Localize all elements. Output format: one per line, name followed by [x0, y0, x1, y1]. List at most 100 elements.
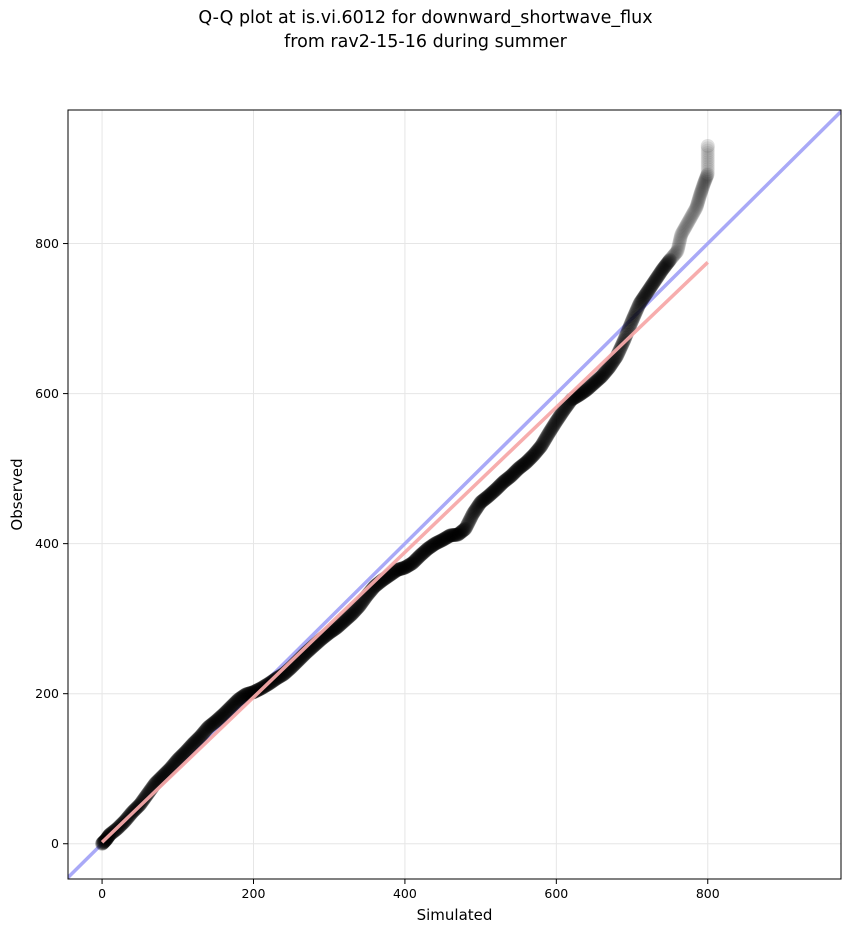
- data-point: [572, 387, 587, 402]
- data-point: [327, 622, 342, 637]
- data-point: [484, 486, 499, 501]
- data-point: [578, 383, 593, 398]
- data-point: [518, 456, 533, 471]
- data-point: [577, 384, 592, 399]
- data-point: [201, 719, 216, 734]
- data-point: [601, 361, 616, 376]
- data-point: [271, 670, 286, 685]
- data-point: [190, 732, 205, 747]
- data-point: [332, 618, 347, 633]
- grid: [68, 110, 841, 879]
- data-point: [517, 457, 532, 472]
- data-point: [549, 414, 564, 429]
- data-point: [487, 483, 502, 498]
- data-point: [209, 713, 224, 728]
- data-point: [449, 527, 464, 542]
- data-point: [515, 458, 530, 473]
- data-point: [392, 562, 407, 577]
- data-point: [654, 263, 669, 278]
- data-point: [455, 523, 470, 538]
- data-point: [471, 499, 486, 514]
- data-point: [692, 190, 707, 205]
- data-point: [505, 467, 520, 482]
- plot-frame: [67, 109, 842, 880]
- data-point: [575, 385, 590, 400]
- data-point: [394, 561, 409, 576]
- data-point: [227, 696, 242, 711]
- data-point: [350, 600, 365, 615]
- data-point: [546, 419, 561, 434]
- data-point: [405, 556, 420, 571]
- data-point: [386, 565, 401, 580]
- data-point: [387, 564, 402, 579]
- data-point: [447, 528, 462, 543]
- data-point: [427, 537, 442, 552]
- data-point: [631, 299, 646, 314]
- data-point: [454, 525, 469, 540]
- data-point: [678, 219, 693, 234]
- data-point: [411, 550, 426, 565]
- data-point: [590, 373, 605, 388]
- data-point: [351, 600, 366, 615]
- data-point: [583, 379, 598, 394]
- data-point: [638, 287, 653, 302]
- data-point: [223, 700, 238, 715]
- data-point: [599, 363, 614, 378]
- data-point: [535, 436, 550, 451]
- data-point: [470, 500, 485, 515]
- data-point: [336, 614, 351, 629]
- data-point: [173, 750, 188, 765]
- data-point: [669, 245, 684, 260]
- data-point: [413, 548, 428, 563]
- data-point: [444, 528, 459, 543]
- data-point: [488, 482, 503, 497]
- data-point: [463, 511, 478, 526]
- data-point: [452, 526, 467, 541]
- data-point: [419, 543, 434, 558]
- data-point: [645, 276, 660, 291]
- data-point: [464, 509, 479, 524]
- data-point: [205, 716, 220, 731]
- data-point: [541, 427, 556, 442]
- data-point: [581, 381, 596, 396]
- data-point: [223, 700, 238, 715]
- data-point: [229, 694, 244, 709]
- data-point: [700, 139, 715, 154]
- data-point: [224, 699, 239, 714]
- data-point: [513, 459, 528, 474]
- data-point: [458, 521, 473, 536]
- data-point: [396, 561, 411, 576]
- data-point: [438, 531, 453, 546]
- data-point: [494, 476, 509, 491]
- data-point: [342, 609, 357, 624]
- data-point: [191, 731, 206, 746]
- data-point: [204, 717, 219, 732]
- data-point: [219, 704, 234, 719]
- data-point: [604, 357, 619, 372]
- data-point: [437, 531, 452, 546]
- data-point: [593, 370, 608, 385]
- data-point: [573, 386, 588, 401]
- data-point: [424, 539, 439, 554]
- data-point: [700, 162, 715, 177]
- data-point: [700, 150, 715, 165]
- data-point: [671, 241, 686, 256]
- data-point: [599, 364, 614, 379]
- data-point: [676, 224, 691, 239]
- data-point: [589, 373, 604, 388]
- data-point: [353, 598, 368, 613]
- data-point: [700, 167, 715, 182]
- data-point: [691, 193, 706, 208]
- data-point: [478, 491, 493, 506]
- x-tick-label: 600: [544, 886, 568, 901]
- data-point: [658, 258, 673, 273]
- data-point: [269, 671, 284, 686]
- data-point: [434, 533, 449, 548]
- data-point: [667, 247, 682, 262]
- data-point: [346, 605, 361, 620]
- data-point: [248, 684, 263, 699]
- data-point: [336, 615, 351, 630]
- data-point: [402, 558, 417, 573]
- data-point: [642, 282, 657, 297]
- data-point: [406, 554, 421, 569]
